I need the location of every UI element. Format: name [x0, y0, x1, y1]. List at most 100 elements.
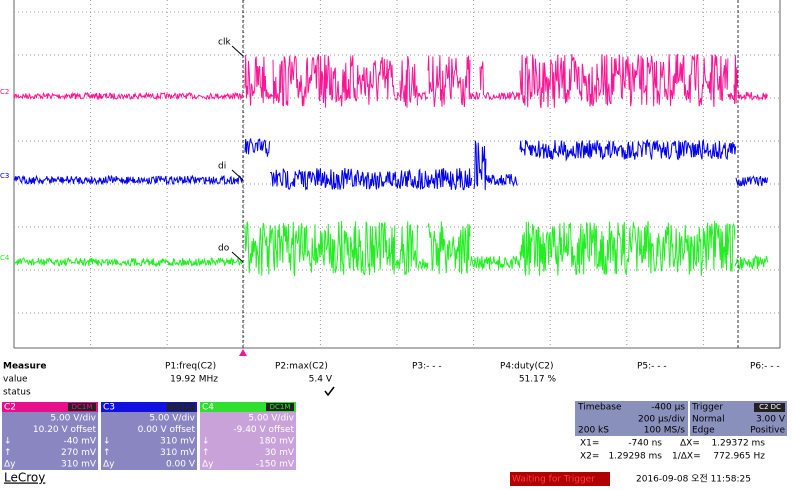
channel-down: -40 mV — [64, 437, 97, 447]
cursor-symbol: ↑ — [103, 448, 111, 458]
trace-segment — [469, 256, 521, 270]
trigger-type: Edge — [692, 426, 715, 436]
cursor-value: 1.29372 ms — [711, 439, 765, 449]
channel-marker: C4 — [0, 254, 10, 262]
trigger-level: 3.00 V — [756, 415, 786, 425]
param-header: P2:max(C2) — [275, 362, 328, 372]
timebase-delay: -400 µs — [651, 403, 685, 413]
label-leader — [231, 251, 244, 263]
trace-segment — [394, 92, 401, 101]
cursor-symbol: ↓ — [202, 437, 210, 447]
channel-up: 270 mV — [61, 448, 97, 458]
trace-segment — [519, 220, 736, 276]
trigger-slope: Positive — [750, 426, 785, 436]
channel-marker: C3 — [0, 172, 9, 180]
trace-segment — [244, 220, 396, 277]
trace-segment — [244, 138, 270, 157]
cursor-symbol: Δy — [202, 460, 214, 470]
trace-segment — [733, 55, 738, 105]
channel-box — [2, 402, 98, 470]
trace-segment — [417, 90, 429, 102]
trigger-source: C2 DC — [759, 403, 781, 411]
trace-label: di — [218, 162, 226, 172]
datetime: 2016-09-08 오전 11:58:25 — [636, 474, 751, 485]
channel-box — [200, 402, 296, 470]
channel-name: C4 — [202, 403, 214, 413]
timebase-tdiv: 200 µs/div — [638, 415, 686, 425]
channel-dy: 0.00 V — [166, 460, 196, 470]
param-header: P3:- - - — [412, 362, 442, 372]
cursor-value: 772.965 Hz — [713, 452, 765, 462]
cursor-value: -740 ns — [628, 439, 662, 449]
trace-segment — [734, 254, 769, 270]
status-check — [324, 386, 335, 397]
channel-header — [200, 402, 296, 412]
channel-up: 310 mV — [160, 448, 196, 458]
trace-segment — [244, 54, 268, 106]
badge — [754, 403, 785, 412]
trace-segment — [272, 53, 396, 108]
cursor-symbol: ↓ — [4, 437, 12, 447]
channel-name: C3 — [103, 403, 115, 413]
channel-offset: 0.00 V offset — [138, 425, 196, 435]
cursor-value: 1.29298 ms — [608, 452, 662, 462]
channel-vdiv: 5.00 V/div — [248, 414, 294, 424]
cursor-label: X1= — [580, 439, 599, 449]
trigger-title: Trigger — [691, 403, 723, 413]
trace-segment — [13, 174, 244, 186]
channel-box — [101, 402, 197, 470]
label-leader — [231, 45, 244, 57]
trace-segment — [519, 54, 729, 108]
trace-segment — [417, 258, 429, 270]
traces — [13, 0, 769, 356]
trace-segment — [519, 138, 737, 162]
channel-marker: C2 — [0, 88, 9, 96]
trace-segment — [399, 221, 418, 276]
trace-segment — [485, 173, 518, 188]
cursor-symbol: Δy — [103, 460, 115, 470]
channel-header — [101, 402, 197, 412]
trace-segment — [427, 55, 471, 108]
param-header: P6:- - - — [750, 362, 780, 372]
trace-segment — [735, 175, 768, 187]
channel-down: 310 mV — [160, 437, 196, 447]
coupling: DC1M — [171, 403, 192, 411]
cursor-symbol: ↑ — [202, 448, 210, 458]
trace-segment — [483, 91, 521, 101]
grid — [13, 0, 781, 349]
label-leader — [231, 169, 244, 181]
cursor-label: 1/ΔX= — [672, 452, 701, 462]
ui: clk C2 di C3 do C4 Measure value status P1:freq(C… — [0, 38, 787, 486]
channel-header — [2, 402, 98, 412]
acquisition-status: Waiting for Trigger — [512, 475, 595, 485]
coupling-badge — [167, 403, 195, 411]
trace-segment — [479, 61, 484, 96]
channel-down: 180 mV — [259, 437, 295, 447]
channel-dy: 310 mV — [61, 460, 97, 470]
trace-segment — [473, 140, 487, 191]
trace-segment — [727, 92, 735, 100]
param-header: P1:freq(C2) — [165, 362, 216, 372]
cursor-symbol: Δy — [4, 460, 16, 470]
timebase-title: Timebase — [577, 403, 622, 413]
timebase-rate: 100 MS/s — [644, 426, 686, 436]
trace-segment — [269, 167, 473, 191]
trace-segment — [399, 55, 418, 108]
trigger-marker — [239, 349, 247, 356]
coupling-badge — [266, 403, 294, 411]
trace-segment — [469, 91, 481, 100]
trace-segment — [427, 221, 471, 275]
channel-vdiv: 5.00 V/div — [149, 414, 195, 424]
row-label: value — [3, 375, 28, 385]
trigger-mode: Normal — [692, 415, 725, 425]
trace-segment — [267, 92, 274, 100]
row-label: status — [3, 388, 31, 398]
channel-dy: -150 mV — [256, 460, 295, 470]
trace-segment — [737, 91, 768, 101]
trace-segment — [13, 91, 244, 101]
trace-segment — [13, 257, 244, 268]
coupling: DC1M — [72, 403, 93, 411]
brand: LeCroy — [4, 471, 45, 485]
channel-offset: 10.20 V offset — [33, 425, 97, 435]
cursor-label: X2= — [580, 452, 599, 462]
